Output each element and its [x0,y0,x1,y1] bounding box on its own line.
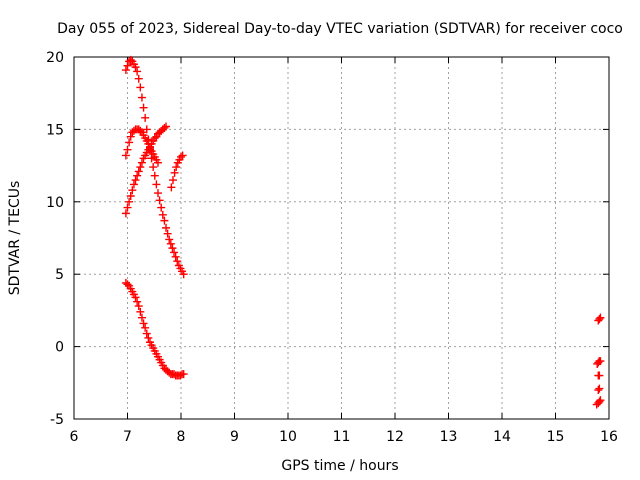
data-point [134,167,143,176]
data-point [160,123,169,132]
data-point [153,189,162,198]
data-point [595,397,604,406]
data-point [162,223,171,232]
data-point [155,196,164,205]
data-point [123,145,132,154]
data-point [177,152,185,161]
data-point [165,235,174,244]
data-point [137,313,146,322]
data-point [129,180,138,189]
data-point [149,163,158,172]
data-point [178,151,187,160]
data-point [150,134,159,143]
data-point [139,319,148,328]
data-point [141,113,150,122]
data-point [595,371,604,380]
data-point [596,313,605,322]
data-point [126,132,135,141]
x-tick-label: 16 [600,429,618,445]
data-point [134,302,143,311]
data-point [171,252,180,261]
y-tick-label: 10 [46,195,64,211]
data-point [594,386,603,395]
x-tick-label: 10 [279,429,297,445]
x-tick-label: 8 [177,429,186,445]
x-tick-label: 7 [123,429,132,445]
data-point [160,216,169,225]
data-point [166,239,175,248]
data-point [139,103,148,112]
data-point [136,163,145,172]
x-axis-label: GPS time / hours [281,458,398,474]
data-point [142,125,151,134]
data-point [150,171,159,180]
data-point [179,370,188,379]
data-point [136,126,145,135]
data-point [152,180,161,189]
data-point [123,61,132,70]
data-point [125,138,134,147]
data-point [163,229,172,238]
y-tick-label: 5 [55,267,64,283]
x-tick-label: 9 [230,429,239,445]
axis-ticks: 6 7 8 9 10 11 12 13 14 15 16 -5 0 5 10 15 20 [46,50,618,445]
data-point [121,151,130,160]
data-point [168,244,177,253]
data-points [121,55,605,409]
data-point [173,257,182,266]
data-point [167,183,176,192]
data-point [153,158,162,167]
x-tick-label: 15 [547,429,565,445]
y-tick-label: 20 [46,50,64,66]
x-tick-label: 6 [70,429,79,445]
data-point [123,280,132,289]
data-point [137,158,146,167]
data-point [170,248,179,257]
data-point [131,176,140,185]
y-axis-label: SDTVAR / TECUs [7,181,23,296]
data-point [131,63,140,72]
data-point [596,396,605,405]
data-point [126,55,135,64]
data-point [133,67,142,76]
data-point [133,297,142,306]
y-tick-label: 15 [46,122,64,138]
x-tick-label: 12 [386,429,404,445]
y-tick-label: -5 [50,412,64,428]
data-point [596,357,605,366]
data-point [128,186,137,195]
data-point [134,74,143,83]
data-point [136,83,145,92]
x-tick-label: 11 [333,429,351,445]
x-tick-label: 14 [493,429,511,445]
data-point [133,171,142,180]
data-point [158,210,167,219]
data-point [157,203,166,212]
data-point [141,323,150,332]
data-point [595,315,604,324]
data-point [170,168,179,177]
data-point [125,197,134,206]
data-point [142,329,151,338]
data-point [168,176,177,185]
data-point [123,203,132,212]
data-point [137,93,146,102]
chart-title: Day 055 of 2023, Sidereal Day-to-day VTE… [57,21,623,37]
data-point [121,66,130,75]
data-point [144,333,153,342]
data-point [131,293,140,302]
data-point [144,139,153,148]
data-point [126,192,135,201]
data-point [162,122,171,131]
x-tick-label: 13 [440,429,458,445]
data-point [121,209,130,218]
data-point [179,270,188,279]
grid [74,57,609,419]
y-tick-label: 0 [55,340,64,356]
data-point [172,163,181,172]
data-point [595,384,604,393]
data-point [136,307,145,316]
